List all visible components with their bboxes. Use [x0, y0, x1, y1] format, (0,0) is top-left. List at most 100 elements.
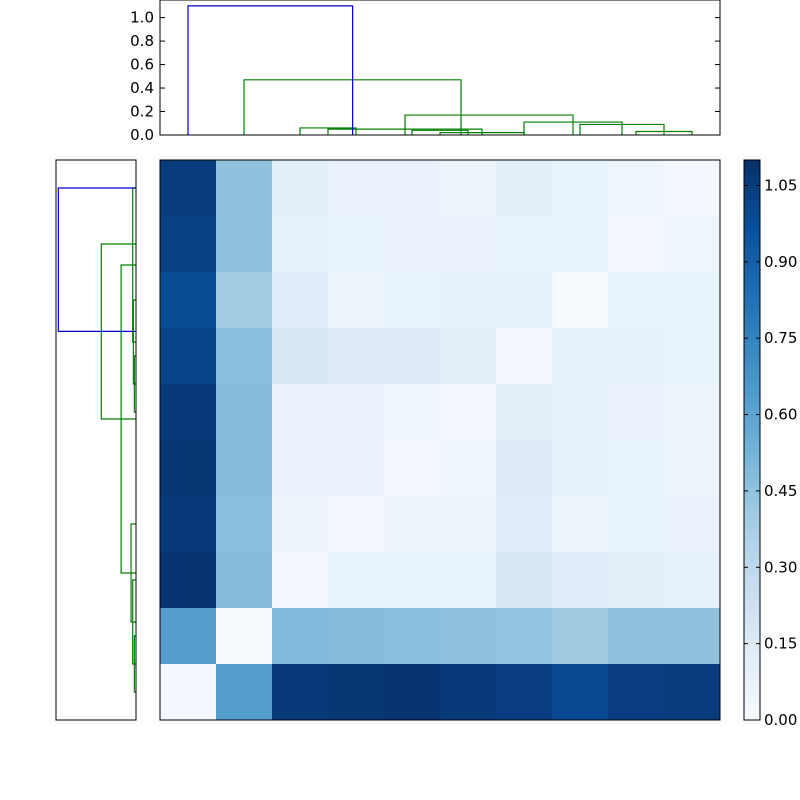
heatmap-cell: [496, 384, 553, 441]
colorbar-frame: [743, 159, 761, 721]
heatmap-cell: [384, 440, 441, 497]
heatmap-cell: [664, 272, 721, 329]
heatmap-cell: [608, 552, 665, 609]
heatmap-cell: [272, 608, 329, 665]
heatmap-cell: [160, 328, 217, 385]
heatmap-cell: [608, 496, 665, 553]
heatmap-cell: [608, 384, 665, 441]
heatmap-cell: [328, 440, 385, 497]
heatmap-cell: [608, 216, 665, 273]
heatmap-cell: [328, 496, 385, 553]
heatmap-cell: [328, 608, 385, 665]
heatmap-cell: [216, 496, 273, 553]
heatmap-cell: [216, 440, 273, 497]
heatmap-cell: [440, 496, 497, 553]
heatmap-cell: [440, 552, 497, 609]
heatmap-cell: [608, 608, 665, 665]
heatmap-cell: [608, 664, 665, 721]
colorbar-tick-label: 0.90: [764, 253, 797, 271]
heatmap-cell: [552, 272, 609, 329]
top-dendrogram-link: [187, 5, 354, 135]
heatmap-cell: [440, 160, 497, 217]
heatmap-cell: [664, 664, 721, 721]
heatmap-cell: [440, 328, 497, 385]
heatmap-cell: [272, 160, 329, 217]
heatmap-frame: [159, 159, 721, 721]
heatmap-cell: [384, 272, 441, 329]
heatmap-cell: [496, 272, 553, 329]
heatmap-cell: [160, 160, 217, 217]
heatmap-cell: [272, 664, 329, 721]
heatmap-cell: [216, 608, 273, 665]
colorbar-tick-label: 0.75: [764, 329, 797, 347]
heatmap-cell: [160, 608, 217, 665]
heatmap-cell: [216, 216, 273, 273]
heatmap-cell: [552, 608, 609, 665]
left-dendrogram-link: [57, 187, 136, 332]
heatmap-cell: [328, 328, 385, 385]
top-dendrogram-frame: [159, 0, 721, 136]
heatmap-cell: [216, 160, 273, 217]
heatmap-cell: [384, 608, 441, 665]
heatmap-cell: [496, 216, 553, 273]
heatmap-cell: [272, 216, 329, 273]
top-ytick-label: 1.0: [130, 9, 154, 27]
heatmap-cell: [328, 664, 385, 721]
heatmap-cell: [664, 216, 721, 273]
heatmap-cell: [608, 440, 665, 497]
heatmap-cell: [664, 552, 721, 609]
heatmap-cell: [160, 272, 217, 329]
top-ytick-label: 0.8: [130, 32, 154, 50]
heatmap-cell: [160, 440, 217, 497]
heatmap-cell: [608, 272, 665, 329]
top-ytick-label: 0.4: [130, 79, 154, 97]
heatmap-cell: [384, 160, 441, 217]
colorbar-tick-label: 0.30: [764, 558, 797, 576]
heatmap-cell: [272, 496, 329, 553]
heatmap-cell: [328, 272, 385, 329]
top-dendrogram-link: [404, 114, 574, 135]
top-ytick-label: 0.0: [130, 126, 154, 144]
colorbar-tick-label: 0.60: [764, 406, 797, 424]
heatmap-cell: [552, 160, 609, 217]
heatmap-cell: [608, 160, 665, 217]
heatmap-cell: [328, 384, 385, 441]
heatmap-cell: [664, 440, 721, 497]
heatmap-cell: [160, 664, 217, 721]
heatmap-cell: [384, 552, 441, 609]
heatmap-cell: [552, 664, 609, 721]
heatmap-cell: [552, 384, 609, 441]
left-dendrogram: [55, 159, 137, 721]
heatmap-cell: [496, 552, 553, 609]
heatmap-cell: [496, 160, 553, 217]
heatmap-cell: [272, 440, 329, 497]
heatmap-cell: [552, 328, 609, 385]
heatmap-cell: [216, 664, 273, 721]
heatmap-cell: [552, 216, 609, 273]
heatmap-cell: [552, 440, 609, 497]
heatmap-cell: [552, 552, 609, 609]
heatmap-cell: [664, 328, 721, 385]
heatmap-cell: [272, 272, 329, 329]
heatmap-cell: [664, 608, 721, 665]
heatmap-cell: [216, 328, 273, 385]
heatmap-cell: [552, 496, 609, 553]
colorbar-tick-label: 0.45: [764, 482, 797, 500]
heatmap-cell: [664, 384, 721, 441]
heatmap-cell: [216, 552, 273, 609]
heatmap-cell: [496, 496, 553, 553]
heatmap-cell: [664, 496, 721, 553]
colorbar: 0.00 0.15 0.30 0.45 0.60 0.75 0.90 1.05: [743, 159, 797, 729]
heatmap-cell: [496, 440, 553, 497]
heatmap-cell: [440, 440, 497, 497]
colorbar-gradient: [744, 160, 760, 720]
heatmap-cell: [328, 160, 385, 217]
top-dendrogram: 0.0 0.2 0.4 0.6 0.8 1.0: [130, 0, 721, 144]
top-ytick-label: 0.6: [130, 56, 154, 74]
heatmap-cell: [384, 328, 441, 385]
heatmap-cell: [496, 328, 553, 385]
heatmap-cell: [440, 664, 497, 721]
heatmap: [159, 159, 721, 721]
heatmap-cell: [216, 272, 273, 329]
